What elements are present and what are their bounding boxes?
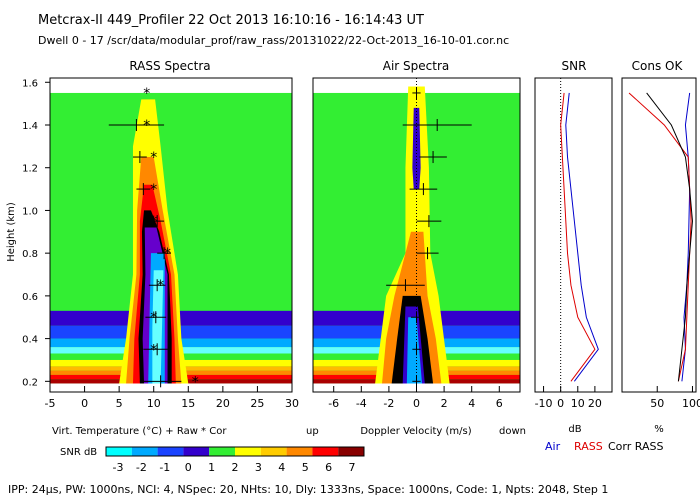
legend-corr: Corr RASS [608, 440, 663, 453]
colorbar-tick-label: 2 [232, 461, 239, 474]
colorbar-tick-label: 4 [278, 461, 285, 474]
air-xlabel: Doppler Velocity (m/s) [360, 426, 471, 437]
rass-cor-marker: * [150, 310, 157, 326]
rass-cor-marker: * [150, 150, 157, 166]
colorbar-swatch [183, 447, 210, 456]
snr-xtick-label: 20 [588, 397, 602, 410]
colorbar-swatch [131, 447, 158, 456]
colorbar-swatch [286, 447, 313, 456]
air-title: Air Spectra [383, 59, 450, 73]
air-xtick-label: 4 [468, 397, 475, 410]
snr-xtick-label: -10 [535, 397, 553, 410]
rass-xtick-label: 10 [147, 397, 161, 410]
consensus-panel: 50 100 [621, 77, 700, 410]
rass-xlabel: Virt. Temperature (°C) + Raw * Cor [52, 426, 227, 437]
snr-xlabel: dB [568, 424, 581, 435]
air-xtick-label: -2 [383, 397, 394, 410]
colorbar-tick-label: 3 [255, 461, 262, 474]
rass-cor-marker: * [164, 246, 171, 262]
colorbar-tick-label: 0 [185, 461, 192, 474]
rass-cor-marker: * [192, 374, 199, 390]
snr-xtick-label: 0 [557, 397, 564, 410]
rass-xtick-label: -5 [45, 397, 56, 410]
height-axis: 0.2 0.4 0.6 0.8 1.0 1.2 1.4 1.6 [22, 78, 50, 388]
colorbar-tick-label: 6 [325, 461, 332, 474]
air-xtick-label: -6 [328, 397, 339, 410]
colorbar-label: SNR dB [60, 447, 97, 458]
air-xlabel-down: down [499, 426, 526, 437]
air-plume-band [412, 107, 421, 190]
rass-cor-marker: * [157, 278, 164, 294]
rass-spectra-panel: -5 0 5 10 15 20 25 30********** [45, 77, 299, 410]
y-tick-label: 0.6 [22, 292, 38, 303]
cons-title: Cons OK [632, 59, 684, 73]
colorbar-swatch [338, 447, 364, 456]
air-xtick-label: 6 [496, 397, 503, 410]
cons-frame [621, 77, 697, 393]
snr-title: SNR [562, 59, 587, 73]
colorbar-swatch [157, 447, 184, 456]
snr-line-air [565, 92, 599, 382]
y-axis-label: Height (km) [6, 202, 17, 262]
colorbar-tick-label: 7 [349, 461, 356, 474]
air-plume-band [406, 317, 423, 384]
snr-panel: -10 0 10 20 [534, 77, 613, 410]
rass-cor-marker: * [143, 118, 150, 134]
colorbar-swatch [235, 447, 261, 456]
header-subtitle: Dwell 0 - 17 /scr/data/modular_prof/raw_… [38, 34, 509, 47]
y-tick-label: 0.4 [22, 335, 38, 346]
rass-title: RASS Spectra [129, 59, 210, 73]
legend-rass: RASS [574, 440, 603, 453]
colorbar-frame [105, 446, 365, 457]
colorbar-tick-label: -2 [136, 461, 147, 474]
rass-cor-marker: * [143, 86, 150, 102]
snr-line-rass [560, 92, 596, 382]
snr-frame [534, 77, 613, 393]
cons-xtick-label: 50 [650, 397, 664, 410]
colorbar-tick-label: -1 [159, 461, 170, 474]
cons-line-corr-rass [646, 92, 693, 382]
colorbar-tick-label: 5 [302, 461, 309, 474]
colorbar-swatch [209, 447, 235, 456]
y-tick-label: 1.4 [22, 121, 38, 132]
rass-frame [49, 77, 293, 393]
air-xlabel-up: up [306, 426, 319, 437]
legend-air: Air [545, 440, 561, 453]
colorbar-tick-label: 1 [208, 461, 215, 474]
cons-line-air [681, 92, 691, 382]
rass-cor-marker: * [150, 214, 157, 230]
rass-xtick-label: 15 [181, 397, 195, 410]
colorbar-swatch [260, 447, 287, 456]
rass-cor-marker: * [150, 342, 157, 358]
snr-colorbar: -3 -2 -1 0 1 2 3 4 5 6 7 [105, 446, 365, 474]
snr-xtick-label: 10 [571, 397, 585, 410]
colorbar-swatch [312, 447, 339, 456]
air-xtick-label: 0 [413, 397, 420, 410]
cons-xtick-label: 100 [682, 397, 700, 410]
y-tick-label: 1.6 [22, 78, 38, 89]
rass-xtick-label: 5 [116, 397, 123, 410]
cons-xlabel: % [654, 424, 664, 435]
colorbar-tick-label: -3 [113, 461, 124, 474]
y-tick-label: 1.0 [22, 206, 38, 217]
rass-plume-band [152, 270, 164, 384]
air-xtick-label: 2 [441, 397, 448, 410]
rass-xtick-label: 30 [285, 397, 299, 410]
rass-xtick-label: 25 [250, 397, 264, 410]
y-tick-label: 1.2 [22, 164, 38, 175]
y-tick-label: 0.8 [22, 249, 38, 260]
rass-cor-marker: * [150, 182, 157, 198]
colorbar-swatch [106, 447, 132, 456]
footer-params: IPP: 24µs, PW: 1000ns, NCI: 4, NSpec: 20… [8, 483, 608, 496]
rass-xtick-label: 20 [216, 397, 230, 410]
air-xtick-label: -4 [356, 397, 367, 410]
y-tick-label: 0.2 [22, 377, 38, 388]
rass-xtick-label: 0 [81, 397, 88, 410]
header-title: Metcrax-II 449_Profiler 22 Oct 2013 16:1… [38, 13, 424, 28]
air-spectra-panel: -6 -4 -2 0 2 4 6 [312, 77, 521, 410]
cons-line-rass [628, 92, 692, 382]
